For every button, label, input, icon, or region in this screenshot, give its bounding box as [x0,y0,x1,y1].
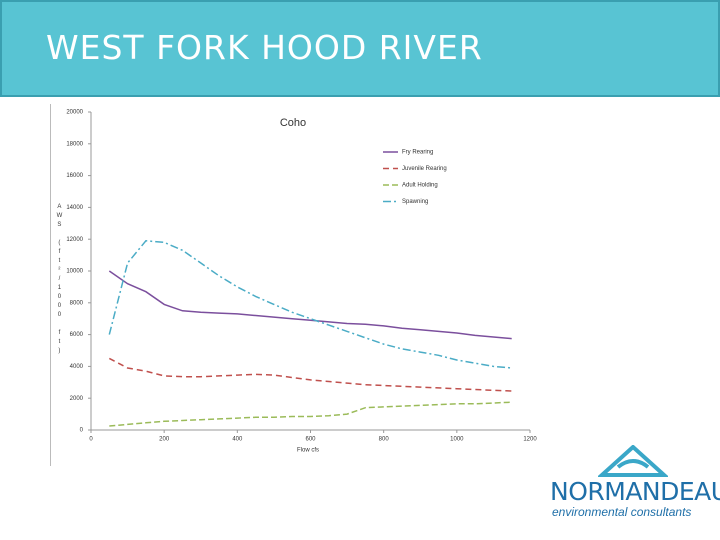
y-tick-label: 0 [80,428,84,434]
y-tick-label: 2000 [70,396,84,402]
x-tick-label: 600 [305,437,316,443]
x-axis-label: Flow cfs [297,448,319,454]
x-tick-label: 1000 [450,437,464,443]
logo-icon [598,445,668,477]
chart: Coho Flow cfs AWS (ft²/1000 ft) 02000400… [50,104,540,466]
legend-label: Adult Holding [402,183,438,189]
x-tick-label: 200 [159,437,170,443]
y-tick-label: 16000 [66,173,83,179]
y-tick-label: 8000 [70,300,84,306]
series-line [108,270,512,340]
series-line [109,401,512,427]
y-tick-label: 14000 [66,205,83,211]
legend-label: Juvenile Rearing [402,166,447,172]
y-tick-label: 6000 [70,332,84,338]
x-tick-label: 1200 [523,437,537,443]
y-tick-label: 20000 [66,110,83,116]
y-tick-label: 10000 [66,269,83,275]
series-line [108,357,512,392]
x-tick-label: 800 [379,437,390,443]
y-tick-label: 4000 [70,364,84,370]
logo-tagline: environmental consultants [552,505,692,519]
logo-name: NORMANDEAU [550,477,720,506]
header-banner: WEST FORK HOOD RIVER [0,0,720,97]
y-axis-label: AWS (ft²/1000 ft) [56,204,62,357]
chart-background [50,104,540,466]
y-tick-label: 12000 [66,237,83,243]
legend-label: Spawning [402,199,428,205]
legend-label: Fry Rearing [402,150,433,156]
y-tick-label: 18000 [66,141,83,147]
logo: NORMANDEAU environmental consultants [550,445,720,525]
x-tick-label: 0 [89,437,93,443]
x-tick-label: 400 [232,437,243,443]
chart-title: Coho [280,117,306,129]
slide-title: WEST FORK HOOD RIVER [46,28,483,67]
series-line [108,240,512,369]
